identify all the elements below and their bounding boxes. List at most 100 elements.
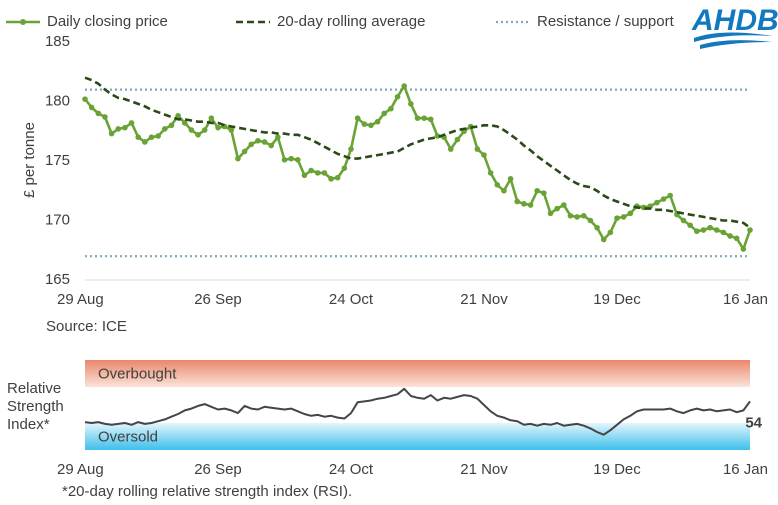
band-label: Oversold bbox=[98, 428, 158, 445]
data-point bbox=[408, 101, 414, 107]
data-point bbox=[281, 157, 288, 163]
legend-label: Resistance / support bbox=[537, 13, 675, 30]
data-point bbox=[354, 115, 361, 121]
logo-wave bbox=[694, 32, 772, 42]
logo-text: AHDB bbox=[691, 4, 778, 37]
series-line bbox=[84, 387, 751, 436]
legend-marker bbox=[20, 19, 26, 25]
data-point bbox=[733, 235, 740, 242]
data-point bbox=[487, 170, 494, 176]
data-point bbox=[88, 104, 95, 111]
y-tick-label: 170 bbox=[45, 211, 70, 228]
data-point bbox=[381, 110, 388, 117]
data-point bbox=[521, 201, 527, 207]
data-point bbox=[580, 212, 587, 219]
data-point bbox=[747, 227, 753, 233]
data-point bbox=[527, 202, 534, 208]
x-tick-label: 29 Aug bbox=[57, 461, 104, 478]
data-point bbox=[414, 115, 421, 121]
data-point bbox=[707, 224, 713, 231]
data-point bbox=[228, 127, 235, 133]
band bbox=[85, 360, 750, 387]
data-point bbox=[720, 229, 727, 236]
data-point bbox=[713, 227, 720, 233]
y-tick-label: 175 bbox=[45, 152, 70, 169]
legend-label: Daily closing price bbox=[47, 13, 168, 30]
data-point bbox=[155, 133, 161, 139]
x-tick-label: 29 Aug bbox=[57, 291, 104, 308]
y-axis-label: Relative bbox=[7, 380, 61, 397]
value-label: 54 bbox=[745, 414, 762, 431]
data-point bbox=[694, 228, 700, 235]
series-line bbox=[83, 84, 752, 251]
x-tick-label: 16 Jan bbox=[723, 291, 768, 308]
data-point bbox=[434, 133, 441, 139]
data-point bbox=[494, 182, 501, 188]
data-point bbox=[374, 118, 381, 125]
data-point bbox=[328, 176, 334, 182]
data-point bbox=[295, 157, 301, 163]
data-point bbox=[567, 212, 574, 219]
data-point bbox=[308, 167, 314, 174]
data-point bbox=[341, 165, 348, 171]
data-point bbox=[667, 192, 673, 199]
data-point bbox=[587, 217, 594, 224]
data-point bbox=[135, 134, 141, 140]
data-point bbox=[175, 112, 181, 119]
data-point bbox=[188, 127, 195, 133]
data-point bbox=[388, 105, 394, 112]
data-point bbox=[534, 187, 540, 194]
logo-wave bbox=[700, 40, 772, 49]
x-tick-label: 21 Nov bbox=[460, 291, 508, 308]
data-point bbox=[561, 202, 567, 208]
data-point bbox=[700, 227, 707, 233]
data-point bbox=[620, 214, 627, 220]
data-point bbox=[248, 141, 255, 148]
data-point bbox=[447, 146, 454, 152]
data-point bbox=[687, 222, 693, 229]
y-tick-label: 165 bbox=[45, 271, 70, 288]
footnote: *20-day rolling relative strength index … bbox=[62, 483, 352, 500]
data-point bbox=[102, 114, 108, 120]
data-point bbox=[215, 124, 221, 131]
x-tick-label: 24 Oct bbox=[329, 291, 374, 308]
data-point bbox=[614, 215, 620, 221]
data-point bbox=[148, 134, 155, 140]
x-tick-label: 26 Sep bbox=[194, 461, 242, 478]
data-point bbox=[235, 155, 241, 162]
data-point bbox=[454, 136, 461, 143]
data-point bbox=[740, 246, 747, 252]
data-point bbox=[348, 146, 354, 152]
data-point bbox=[421, 115, 427, 121]
data-point bbox=[261, 139, 268, 145]
series-line bbox=[84, 76, 751, 229]
data-point bbox=[680, 217, 687, 224]
data-point bbox=[115, 126, 122, 132]
data-point bbox=[288, 155, 294, 162]
x-tick-label: 16 Jan bbox=[723, 461, 768, 478]
data-point bbox=[241, 148, 248, 155]
data-point bbox=[208, 115, 215, 121]
data-point bbox=[195, 132, 201, 138]
data-point bbox=[334, 174, 341, 181]
data-point bbox=[554, 205, 560, 212]
band bbox=[85, 423, 750, 450]
data-point bbox=[401, 83, 408, 89]
data-point bbox=[128, 120, 135, 126]
data-point bbox=[474, 146, 481, 152]
y-tick-label: 185 bbox=[45, 33, 70, 50]
x-tick-label: 19 Dec bbox=[593, 461, 641, 478]
data-point bbox=[428, 116, 434, 123]
y-axis-label: £ per tonne bbox=[21, 122, 38, 198]
legend-label: 20-day rolling average bbox=[277, 13, 425, 30]
data-point bbox=[95, 110, 102, 117]
data-point bbox=[181, 120, 188, 126]
y-axis-label: Index* bbox=[7, 416, 50, 433]
data-point bbox=[122, 124, 128, 131]
data-point bbox=[481, 152, 487, 158]
data-point bbox=[268, 142, 275, 149]
data-point bbox=[361, 121, 368, 127]
data-point bbox=[108, 130, 115, 137]
